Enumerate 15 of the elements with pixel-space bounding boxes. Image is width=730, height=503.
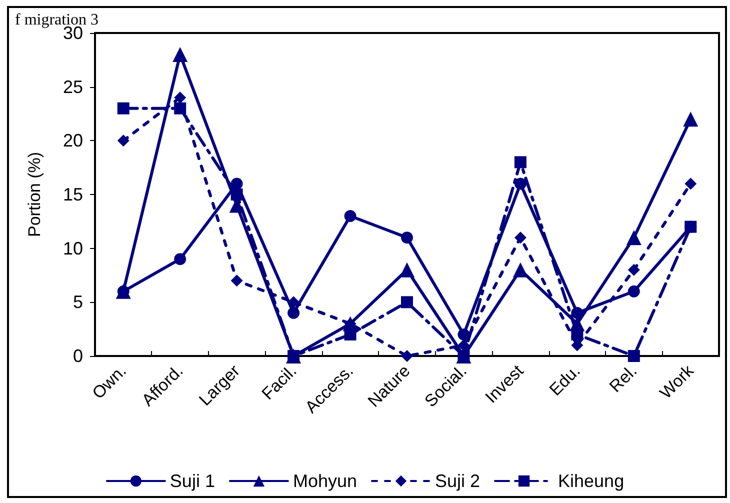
legend-label: Suji 1 (170, 471, 215, 491)
x-tick-label: Edu. (546, 361, 584, 400)
legend-label: Suji 2 (434, 471, 480, 491)
x-tick-label: Own. (88, 361, 130, 403)
legend-label: Mohyun (292, 471, 357, 491)
legend-label: Kiheung (558, 471, 624, 491)
y-tick-label: 5 (72, 292, 83, 312)
y-tick-label: 20 (62, 130, 83, 151)
y-tick-label: 10 (62, 238, 83, 258)
y-axis-title: Portion (%) (25, 152, 44, 238)
y-tick-label: 15 (62, 184, 83, 204)
y-tick-label: 0 (72, 346, 83, 366)
text: f migration 3 (15, 12, 99, 28)
x-tick-label: Rel. (606, 361, 641, 396)
y-tick-label: 25 (62, 76, 83, 97)
